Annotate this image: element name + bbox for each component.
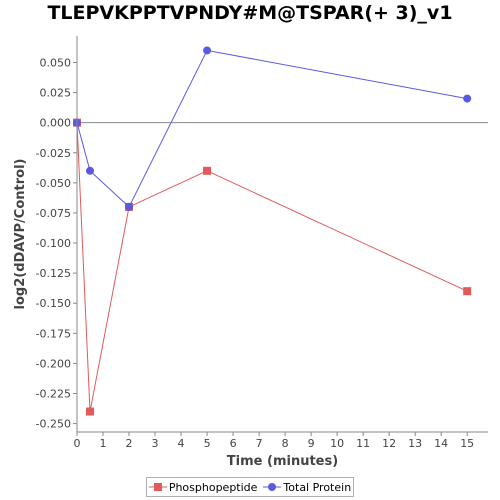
x-tick-label: 5 — [204, 437, 211, 450]
y-tick-label: -0.225 — [36, 387, 71, 400]
x-tick-label: 8 — [282, 437, 289, 450]
y-tick-label: -0.200 — [36, 357, 71, 370]
y-tick-label: -0.250 — [36, 418, 71, 431]
chart-title: TLEPVKPPTVPNDY#M@TSPAR(+ 3)_v1 — [47, 2, 453, 24]
x-tick-label: 14 — [434, 437, 448, 450]
y-tick-label: 0.025 — [40, 87, 72, 100]
y-tick-label: 0.000 — [40, 117, 72, 130]
x-tick-label: 13 — [408, 437, 422, 450]
data-point — [463, 287, 472, 296]
square-marker-icon — [148, 483, 167, 491]
x-axis-label: Time (minutes) — [227, 454, 338, 469]
series-layer — [73, 46, 472, 416]
data-point — [125, 202, 134, 211]
x-tick-label: 3 — [152, 437, 159, 450]
legend-label-total-protein: Total Protein — [283, 480, 352, 494]
x-tick-label: 4 — [178, 437, 185, 450]
data-point — [203, 166, 212, 175]
legend-item-total-protein: Total Protein — [263, 481, 351, 494]
legend-item-phosphopeptide: Phosphopeptide — [148, 480, 258, 494]
x-tick-label: 15 — [460, 437, 474, 450]
y-tick-label: -0.175 — [36, 327, 71, 340]
data-point — [203, 46, 212, 55]
y-tick-label: -0.100 — [36, 237, 71, 250]
y-tick-label: 0.050 — [40, 56, 72, 69]
y-tick-label: -0.025 — [36, 147, 71, 160]
data-point — [86, 407, 95, 416]
x-tick-label: 2 — [126, 437, 133, 450]
x-tick-label: 9 — [308, 437, 315, 450]
legend-label-phosphopeptide: Phosphopeptide — [168, 480, 258, 494]
x-tick-label: 12 — [382, 437, 396, 450]
x-tick-label: 7 — [256, 437, 263, 450]
x-tick-label: 6 — [230, 437, 237, 450]
x-tick-label: 11 — [356, 437, 370, 450]
x-tick-label: 0 — [74, 437, 81, 450]
y-tick-label: -0.150 — [36, 297, 71, 310]
y-tick-label: -0.050 — [36, 177, 71, 190]
legend: Phosphopeptide Total Protein — [146, 477, 354, 497]
plot-area — [77, 36, 488, 432]
y-tick-label: -0.125 — [36, 267, 71, 280]
x-axis-ticks: 0 1 2 3 4 5 6 7 8 9 10 11 12 13 14 15 — [74, 432, 474, 450]
data-point — [463, 94, 472, 103]
data-point — [86, 166, 95, 175]
y-axis-ticks: 0.050 0.025 0.000 -0.025 -0.050 -0.075 -0.100 -… — [36, 56, 77, 431]
x-tick-label: 10 — [330, 437, 344, 450]
series-total-protein — [73, 46, 472, 211]
y-axis-label: log2(dDAVP/Control) — [13, 159, 28, 310]
y-tick-label: -0.075 — [36, 207, 71, 220]
circle-marker-icon — [263, 483, 282, 491]
x-tick-label: 1 — [100, 437, 107, 450]
